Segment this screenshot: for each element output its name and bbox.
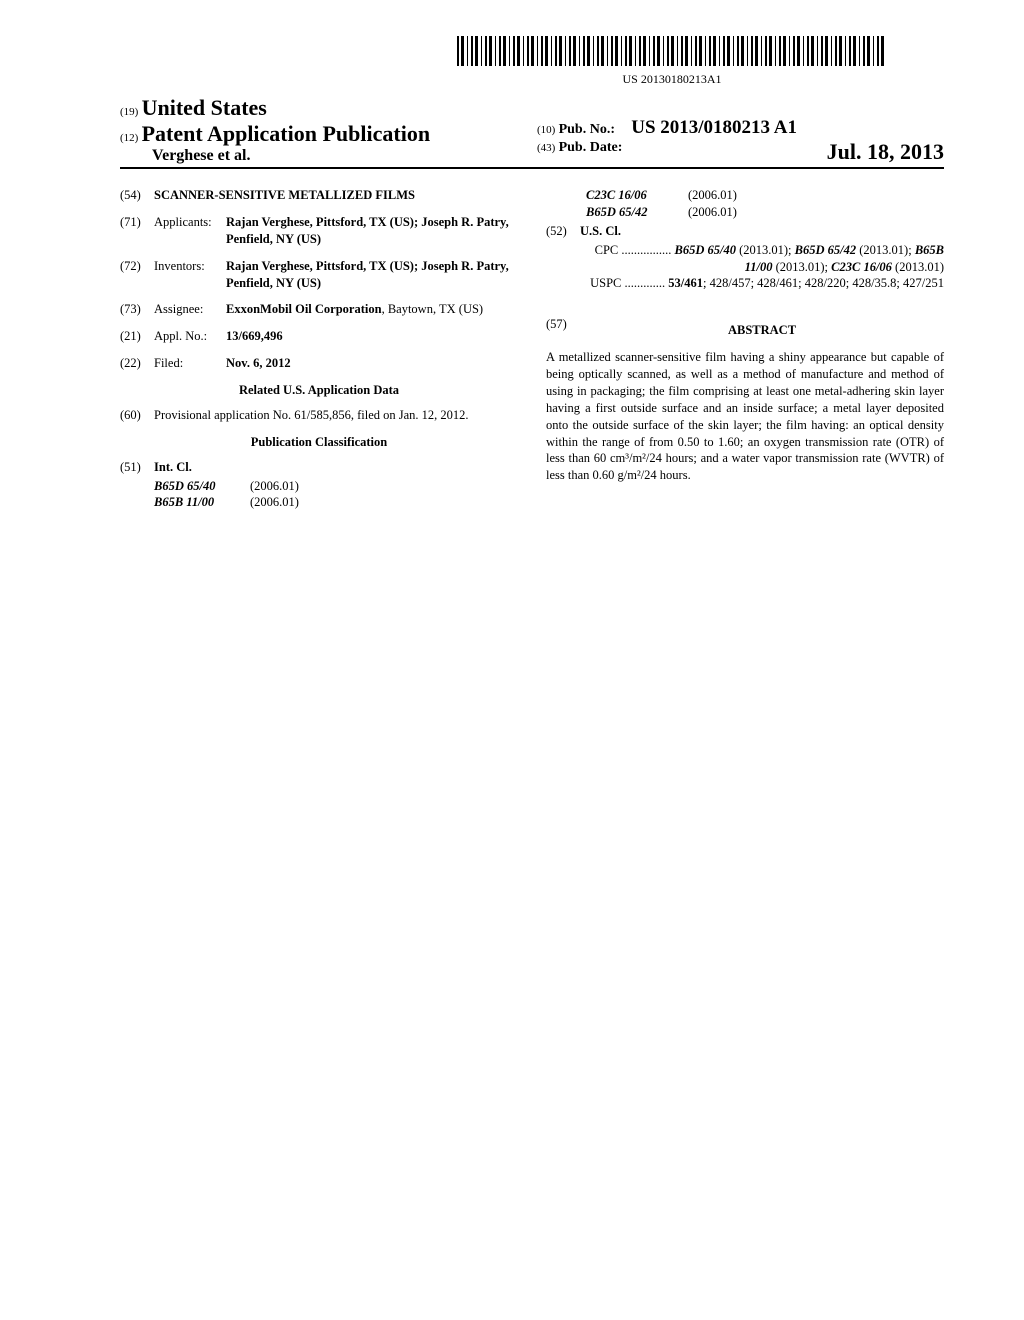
intcl-label: Int. Cl. [154,459,518,476]
country: United States [142,95,267,120]
field-22: (22) Filed: Nov. 6, 2012 [120,355,518,372]
intcl-year-1: (2006.01) [250,494,299,511]
provisional-value: Provisional application No. 61/585,856, … [154,407,518,424]
field-num-22: (22) [120,355,154,372]
assignee-name: ExxonMobil Oil Corporation [226,302,382,316]
pub-no-label: Pub. No.: [559,122,615,137]
applicants-value: Rajan Verghese, Pittsford, TX (US); Jose… [226,214,518,248]
filed-label: Filed: [154,355,226,372]
field-54: (54) SCANNER-SENSITIVE METALLIZED FILMS [120,187,518,204]
intcl-year-0: (2006.01) [250,478,299,495]
intcl-row: B65D 65/40 (2006.01) [120,478,518,495]
pub-date-line: (43) Pub. Date: Jul. 18, 2013 [537,139,944,165]
field-num-43: (43) [537,142,555,154]
field-71: (71) Applicants: Rajan Verghese, Pittsfo… [120,214,518,248]
publication-type: Patent Application Publication [142,121,430,146]
field-57: (57) ABSTRACT [546,316,944,349]
header-right: (10) Pub. No.: US 2013/0180213 A1 (43) P… [527,117,944,165]
filed-value: Nov. 6, 2012 [226,355,518,372]
field-72: (72) Inventors: Rajan Verghese, Pittsfor… [120,258,518,292]
uspc-label: USPC ............. [590,276,665,290]
intcl-year-2: (2006.01) [688,187,737,204]
pub-date-label: Pub. Date: [559,140,623,155]
field-21: (21) Appl. No.: 13/669,496 [120,328,518,345]
pubclass-header: Publication Classification [120,434,518,451]
header-left: (19) United States (12) Patent Applicati… [120,95,527,165]
barcode-text: US 20130180213A1 [400,72,944,87]
cpc-label: CPC ................ [595,243,672,257]
cpc-block: CPC ................ B65D 65/40 (2013.01… [546,242,944,276]
pub-date-left: (43) Pub. Date: [537,139,622,165]
uscl-label: U.S. Cl. [580,223,944,240]
authors: Verghese et al. [120,147,527,165]
field-num-73: (73) [120,301,154,318]
field-num-12: (12) [120,132,138,144]
field-60: (60) Provisional application No. 61/585,… [120,407,518,424]
barcode-graphic [457,36,887,66]
applno-value: 13/669,496 [226,328,518,345]
intcl-row-extra: C23C 16/06 (2006.01) [546,187,944,204]
cpc-value: B65D 65/40 (2013.01); B65D 65/42 (2013.0… [675,243,945,274]
header-row: (19) United States (12) Patent Applicati… [120,95,944,169]
intcl-code-2: C23C 16/06 [546,187,688,204]
pub-no-value: US 2013/0180213 A1 [631,117,797,138]
inventors-label: Inventors: [154,258,226,292]
field-num-54: (54) [120,187,154,204]
field-num-71: (71) [120,214,154,248]
applicants-label: Applicants: [154,214,226,248]
intcl-row-extra: B65D 65/42 (2006.01) [546,204,944,221]
patent-page: US 20130180213A1 (19) United States (12)… [0,0,1024,551]
intcl-code-3: B65D 65/42 [546,204,688,221]
uspc-value: 53/461; 428/457; 428/461; 428/220; 428/3… [668,276,944,290]
left-column: (54) SCANNER-SENSITIVE METALLIZED FILMS … [120,187,518,511]
pub-type-line: (12) Patent Application Publication [120,121,527,147]
field-73: (73) Assignee: ExxonMobil Oil Corporatio… [120,301,518,318]
applicants-names: Rajan Verghese, Pittsford, TX (US); Jose… [226,215,509,246]
intcl-code-0: B65D 65/40 [120,478,250,495]
field-num-72: (72) [120,258,154,292]
barcode-block: US 20130180213A1 [400,36,944,87]
assignee-label: Assignee: [154,301,226,318]
field-num-52: (52) [546,223,580,240]
field-num-21: (21) [120,328,154,345]
intcl-year-3: (2006.01) [688,204,737,221]
invention-title: SCANNER-SENSITIVE METALLIZED FILMS [154,187,518,204]
uspc-block: USPC ............. 53/461; 428/457; 428/… [546,275,944,292]
abstract-title: ABSTRACT [580,322,944,339]
field-num-10: (10) [537,124,555,136]
body-columns: (54) SCANNER-SENSITIVE METALLIZED FILMS … [120,187,944,511]
field-52: (52) U.S. Cl. [546,223,944,240]
field-51: (51) Int. Cl. [120,459,518,476]
field-num-60: (60) [120,407,154,424]
intcl-row: B65B 11/00 (2006.01) [120,494,518,511]
right-column: C23C 16/06 (2006.01) B65D 65/42 (2006.01… [546,187,944,511]
intcl-code-1: B65B 11/00 [120,494,250,511]
abstract-body: A metallized scanner-sensitive film havi… [546,349,944,484]
inventors-names: Rajan Verghese, Pittsford, TX (US); Jose… [226,259,509,290]
applno-label: Appl. No.: [154,328,226,345]
pub-no-line: (10) Pub. No.: US 2013/0180213 A1 [537,117,944,139]
inventors-value: Rajan Verghese, Pittsford, TX (US); Jose… [226,258,518,292]
field-num-19: (19) [120,106,138,118]
related-header: Related U.S. Application Data [120,382,518,399]
country-line: (19) United States [120,95,527,121]
assignee-value: ExxonMobil Oil Corporation, Baytown, TX … [226,301,518,318]
spacer [546,292,944,316]
field-num-57: (57) [546,316,580,349]
pub-date-value: Jul. 18, 2013 [827,139,944,165]
field-num-51: (51) [120,459,154,476]
assignee-loc: , Baytown, TX (US) [382,302,484,316]
